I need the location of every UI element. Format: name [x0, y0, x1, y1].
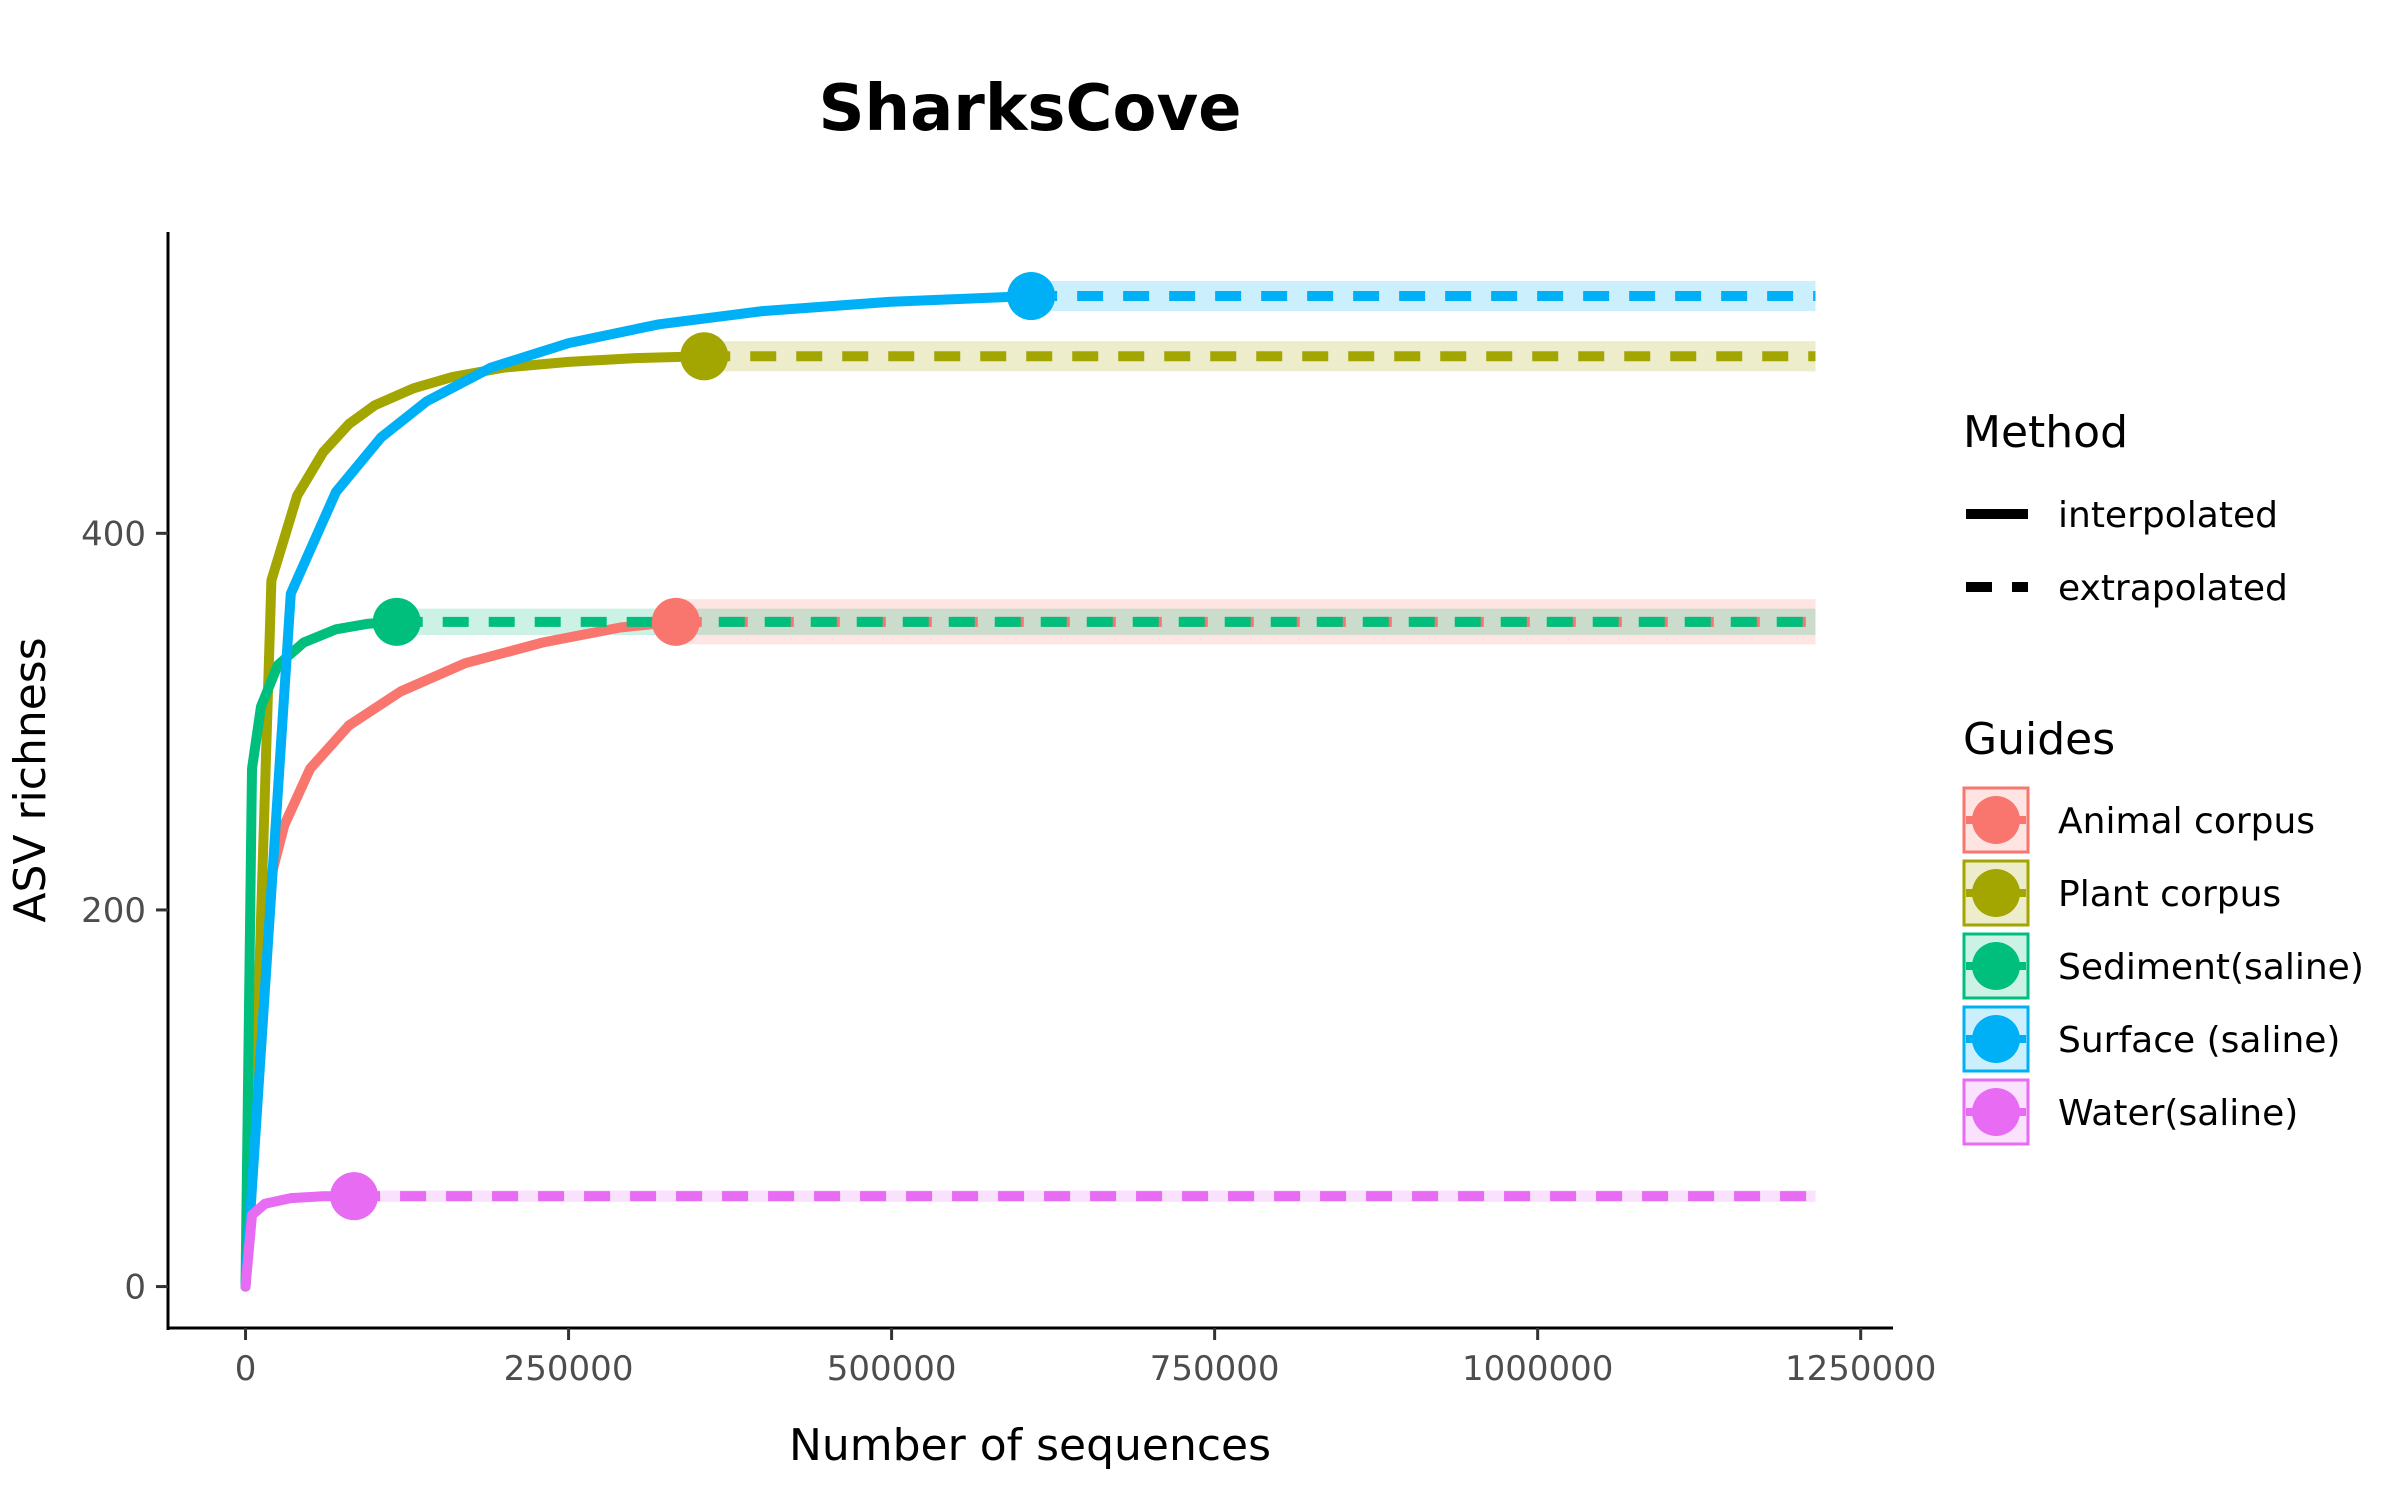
- legend-label: Sediment(saline): [2058, 947, 2364, 988]
- y-tick-label: 400: [81, 514, 146, 554]
- animal-corpus-reference-point: [651, 597, 700, 646]
- surface-saline-interpolated-line: [240, 291, 1037, 1292]
- guides-legend-title: Guides: [1963, 714, 2115, 765]
- water-saline-interpolated-line: [240, 1191, 360, 1292]
- x-tick-label: 1250000: [1785, 1349, 1936, 1389]
- x-tick-label: 0: [235, 1349, 257, 1389]
- y-axis-title: ASV richness: [5, 637, 56, 922]
- legend-label: Water(saline): [2058, 1093, 2298, 1134]
- y-tick-label: 0: [124, 1268, 146, 1308]
- legend-key-point: [1972, 796, 2020, 844]
- animal-corpus-interpolated-line: [240, 616, 681, 1292]
- x-axis-title: Number of sequences: [789, 1420, 1271, 1471]
- legend-key-point: [1972, 1088, 2020, 1136]
- water-saline-reference-point: [330, 1172, 379, 1221]
- interpolated-label: interpolated: [2058, 495, 2278, 536]
- x-tick-label: 500000: [827, 1349, 957, 1389]
- legend-item-animal-corpus: Animal corpus: [1962, 786, 2315, 854]
- chart-title: SharksCove: [818, 72, 1241, 146]
- surface-saline-reference-point: [1007, 272, 1056, 321]
- x-axis-ticks: 0 250000 500000 750000 1000000 1250000: [235, 1328, 1936, 1389]
- x-tick-label: 1000000: [1462, 1349, 1613, 1389]
- x-tick-label: 750000: [1150, 1349, 1280, 1389]
- y-tick-label: 200: [81, 891, 146, 931]
- legend-item-plant-corpus: Plant corpus: [1962, 859, 2281, 927]
- x-tick-label: 250000: [504, 1349, 634, 1389]
- plot-area: [240, 272, 1816, 1292]
- plant-corpus-reference-point: [680, 332, 729, 381]
- y-axis-ticks: 0 200 400: [81, 514, 168, 1308]
- guides-legend: Guides Animal corpus Plant corpus Sediment…: [1962, 714, 2364, 1146]
- legend-key-point: [1972, 942, 2020, 990]
- sediment-saline-reference-point: [372, 597, 421, 646]
- legend-label: Plant corpus: [2058, 874, 2281, 915]
- legend-item-water-saline: Water(saline): [1962, 1078, 2298, 1146]
- method-legend-title: Method: [1963, 407, 2128, 458]
- legend-label: Surface (saline): [2058, 1020, 2340, 1061]
- water-saline-ci-ribbon: [354, 1190, 1816, 1202]
- method-legend: Method interpolated extrapolated: [1963, 407, 2288, 609]
- legend-item-sediment-saline: Sediment(saline): [1962, 932, 2364, 1000]
- plant-corpus-interpolated-line: [240, 351, 710, 1292]
- legend-key-point: [1972, 869, 2020, 917]
- legend-label: Animal corpus: [2058, 801, 2315, 842]
- legend-key-point: [1972, 1015, 2020, 1063]
- extrapolated-label: extrapolated: [2058, 568, 2288, 609]
- legend-item-surface-saline: Surface (saline): [1962, 1005, 2340, 1073]
